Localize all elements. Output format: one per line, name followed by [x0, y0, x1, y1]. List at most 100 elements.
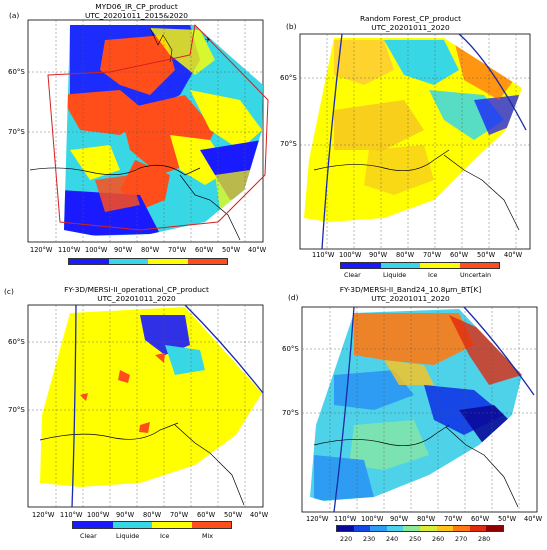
panel-b-lon-1: 100°W	[339, 251, 362, 259]
panel-d-colorbar-swatch-5	[403, 526, 420, 531]
panel-a-title-line2: UTC_20201011_2015&2020	[84, 11, 189, 20]
panel-d-lon-2: 100°W	[361, 515, 384, 523]
panel-b-legend-uncertain: Uncertain	[460, 271, 492, 279]
panel-d-tick-240: 240	[386, 535, 399, 543]
panel-b-lon-6: 50°W	[477, 251, 496, 259]
panel-d-lon-6: 60°W	[471, 515, 490, 523]
panel-d-colorbar-swatch-7	[436, 526, 454, 531]
panel-c-colorbar	[72, 521, 232, 529]
panel-b-lon-3: 80°W	[396, 251, 415, 259]
panel-c-colorbar-swatch-3	[152, 522, 192, 528]
panel-d-colorbar-swatch-4	[386, 526, 404, 531]
panel-d-lon-4: 80°W	[417, 515, 436, 523]
panel-c-swath-edge-left	[71, 304, 77, 508]
panel-d-lon-1: 110°W	[334, 515, 357, 523]
panel-c-lon-3: 90°W	[116, 511, 135, 519]
panel-b-legend-liquide: Liquide	[383, 271, 407, 279]
panel-c-lon-0: 120°W	[32, 511, 55, 519]
panel-c-lon-1: 110°W	[60, 511, 83, 519]
panel-a-graticule	[28, 20, 263, 242]
panel-b-legend-ice: Ice	[428, 271, 438, 279]
panel-a-lon-7: 50°W	[222, 246, 241, 254]
panel-a-region-box	[47, 23, 269, 231]
panel-d-lat-60: 60°S	[282, 345, 299, 353]
panel-b-lon-4: 70°W	[423, 251, 442, 259]
panel-a-lon-6: 60°W	[195, 246, 214, 254]
panel-b-colorbar-swatch-3	[420, 263, 460, 268]
panel-d: FY-3D/MERSI-II_Band24_10.8μm_BT[K] UTC_2…	[274, 275, 547, 550]
panel-d-colorbar-swatch-10	[486, 526, 503, 531]
panel-a-map: ✈	[27, 19, 269, 243]
panel-a-lon-3: 90°W	[114, 246, 133, 254]
panel-a-colorbar-swatch-3	[148, 259, 188, 264]
panel-d-colorbar-swatch-2	[353, 526, 371, 531]
panel-c-colorbar-swatch-2	[112, 522, 152, 528]
panel-d-swath-edge-left	[333, 306, 355, 513]
panel-b: Random Forest_CP_product UTC_20201011_20…	[274, 0, 547, 279]
panel-d-letter: (d)	[288, 293, 299, 302]
panel-d-tick-280: 280	[478, 535, 491, 543]
panel-a-letter: (a)	[9, 11, 20, 20]
panel-b-title-line2: UTC_20201011_2020	[371, 23, 450, 32]
panel-c-legend-mix: Mix	[202, 532, 214, 540]
panel-c-title-line2: UTC_20201011_2020	[97, 294, 176, 303]
panel-d-tick-230: 230	[363, 535, 376, 543]
panel-a: MYD06_IR_CP_product UTC_20201011_2015&20…	[0, 0, 273, 275]
panel-c-graticule	[28, 305, 263, 507]
panel-c-lon-2: 100°W	[87, 511, 110, 519]
panel-b-colorbar-swatch-4	[459, 263, 499, 268]
panel-a-lon-5: 70°W	[168, 246, 187, 254]
panel-c-legend-ice: Ice	[160, 532, 170, 540]
panel-c-lon-7: 50°W	[224, 511, 243, 519]
panel-d-lon-0: 120°W	[306, 515, 329, 523]
panel-c-colorbar-swatch-1	[73, 522, 113, 528]
panel-c-legend-liquide: Liquide	[116, 532, 140, 540]
panel-a-colorbar-swatch-2	[108, 259, 148, 264]
panel-c-title: FY-3D/MERSI-II_operational_CP_product UT…	[0, 285, 273, 303]
panel-a-lon-4: 80°W	[141, 246, 160, 254]
panel-b-lon-7: 40°W	[504, 251, 523, 259]
panel-c-letter: (c)	[4, 287, 14, 296]
panel-d-map	[301, 306, 538, 513]
panel-a-lon-2: 100°W	[85, 246, 108, 254]
panel-d-tick-270: 270	[455, 535, 468, 543]
panel-b-colorbar	[340, 262, 500, 269]
panel-d-title-line2: UTC_20201011_2020	[371, 294, 450, 303]
panel-b-legend-clear: Clear	[344, 271, 361, 279]
panel-c-lat-60: 60°S	[8, 338, 25, 346]
panel-d-lon-3: 90°W	[390, 515, 409, 523]
panel-b-letter: (b)	[286, 22, 297, 31]
panel-c-colorbar-swatch-4	[191, 522, 231, 528]
panel-d-colorbar-swatch-9	[469, 526, 487, 531]
panel-b-lon-5: 60°W	[450, 251, 469, 259]
panel-a-coastline	[29, 164, 201, 176]
panel-d-tick-220: 220	[340, 535, 353, 543]
panel-d-colorbar-swatch-1	[337, 526, 354, 531]
panel-b-swath-edge-left	[321, 33, 343, 250]
panel-c-lon-4: 80°W	[143, 511, 162, 519]
panel-c-map	[27, 304, 264, 508]
panel-b-colorbar-swatch-1	[341, 263, 381, 268]
panel-b-colorbar-swatch-2	[380, 263, 420, 268]
panel-c-legend-clear: Clear	[80, 532, 97, 540]
panel-b-map	[299, 33, 531, 250]
panel-b-swath-edge-right	[458, 33, 527, 131]
panel-b-lat-60: 60°S	[280, 74, 297, 82]
panel-c-swath-edge-right	[184, 304, 264, 394]
panel-b-lat-70: 70°S	[280, 140, 297, 148]
panel-a-title: MYD06_IR_CP_product UTC_20201011_2015&20…	[0, 2, 273, 20]
panel-d-graticule	[302, 307, 537, 512]
panel-b-lon-2: 90°W	[369, 251, 388, 259]
panel-c: FY-3D/MERSI-II_operational_CP_product UT…	[0, 275, 273, 550]
panel-c-lat-70: 70°S	[8, 406, 25, 414]
panel-a-lat-70: 70°S	[8, 128, 25, 136]
panel-a-island-marker: ✈	[205, 36, 211, 44]
panel-d-colorbar-swatch-6	[419, 526, 437, 531]
panel-a-lon-0: 120°W	[30, 246, 53, 254]
panel-d-colorbar-swatch-3	[370, 526, 387, 531]
panel-d-colorbar-swatch-8	[453, 526, 470, 531]
panel-d-lon-5: 70°W	[444, 515, 463, 523]
panel-a-title-line1: MYD06_IR_CP_product	[95, 2, 178, 11]
panel-d-colorbar	[336, 525, 504, 532]
panel-b-lon-0: 110°W	[312, 251, 335, 259]
